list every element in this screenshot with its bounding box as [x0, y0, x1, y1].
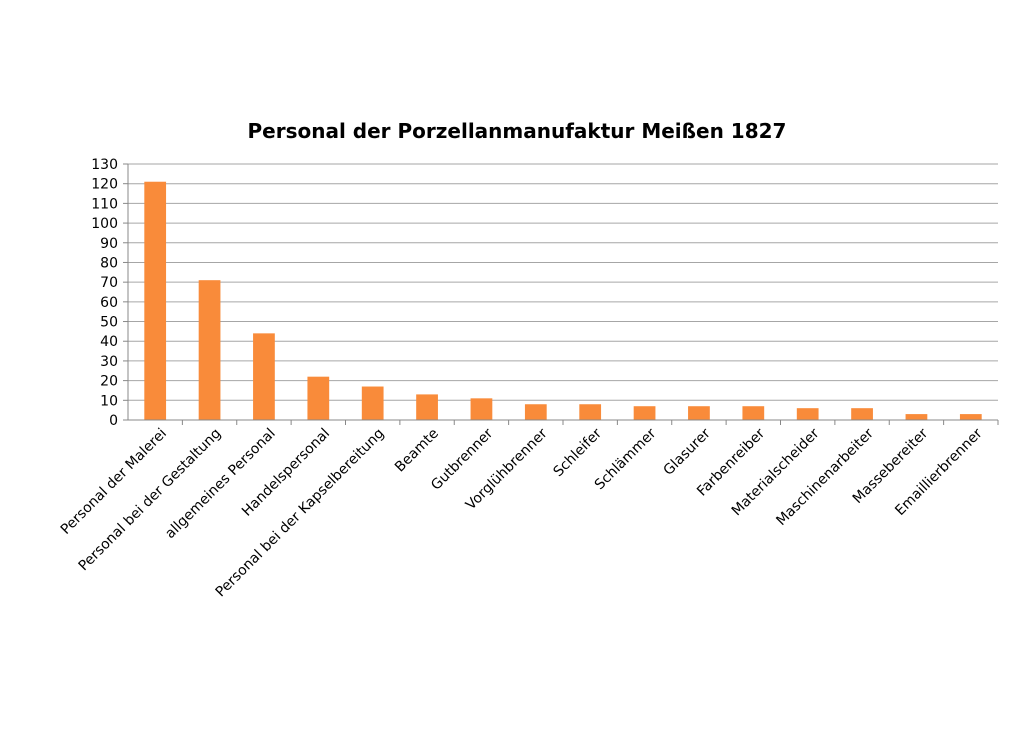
- x-tick-label: Maschinenarbeiter: [773, 425, 877, 529]
- bars: [144, 181, 982, 420]
- x-tick-label: Schleifer: [550, 425, 605, 480]
- bar: [796, 408, 819, 420]
- bar: [253, 333, 275, 420]
- bar: [579, 404, 602, 420]
- y-tick-label: 40: [100, 334, 118, 350]
- bar: [524, 404, 547, 420]
- y-tick-label: 120: [91, 177, 118, 193]
- bar: [905, 414, 928, 420]
- x-tick-label: Personal der Malerei: [58, 426, 170, 538]
- bar: [144, 181, 167, 420]
- y-tick-label: 90: [100, 236, 118, 252]
- y-tick-label: 0: [109, 413, 118, 429]
- y-tick-label: 80: [100, 255, 118, 271]
- y-tick-label: 110: [91, 196, 118, 212]
- bar: [416, 394, 438, 420]
- x-tick-label: allgemeines Personal: [162, 426, 278, 542]
- x-tick-label: Glasurer: [661, 425, 714, 478]
- bar: [688, 406, 710, 420]
- y-tick-label: 20: [100, 374, 118, 390]
- chart-title: Personal der Porzellanmanufaktur Meißen …: [248, 119, 787, 143]
- x-tick-label: Beamte: [392, 426, 442, 476]
- bar: [307, 376, 330, 420]
- bar: [742, 406, 765, 420]
- y-tick-label: 30: [100, 354, 118, 370]
- y-tick-label: 70: [100, 275, 118, 291]
- y-tick-label: 50: [100, 315, 118, 331]
- bar: [198, 280, 221, 420]
- y-tick-label: 10: [100, 393, 118, 409]
- bar: [470, 398, 493, 420]
- y-tick-label: 60: [100, 295, 118, 311]
- bar: [633, 406, 656, 420]
- bar: [361, 386, 384, 420]
- axes: [123, 163, 999, 425]
- y-axis-tick-labels: 0 10 20 30 40 50 60 70 80 90 100 110 120 130: [91, 157, 118, 429]
- y-tick-label: 100: [91, 216, 118, 232]
- bar: [851, 408, 873, 420]
- bar: [959, 414, 982, 420]
- y-tick-label: 130: [91, 157, 118, 173]
